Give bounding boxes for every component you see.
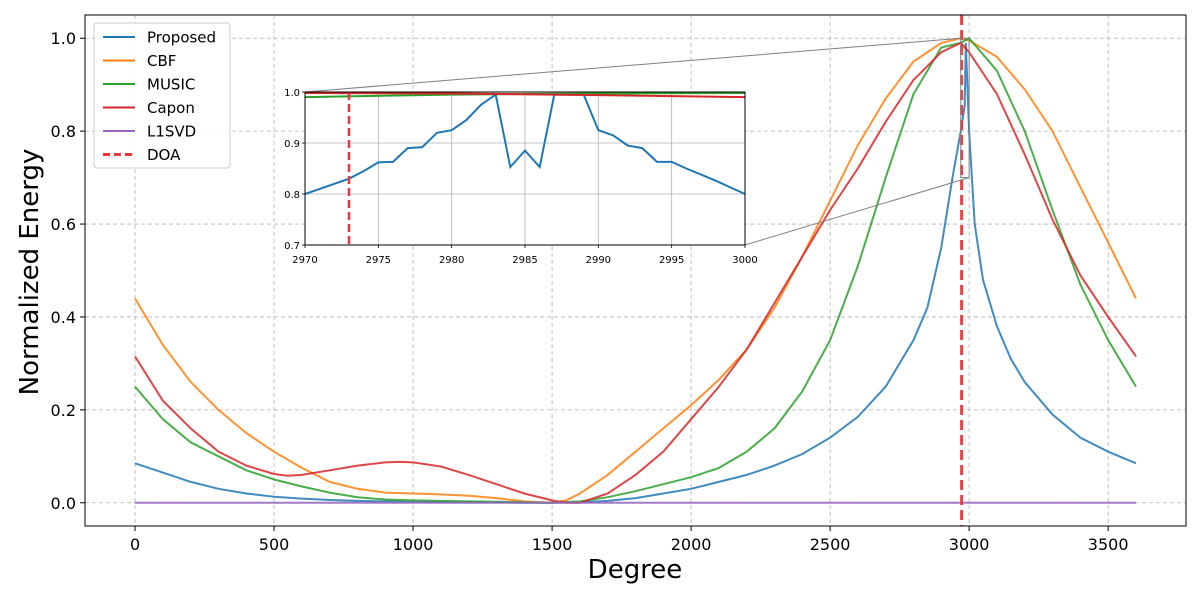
legend-label-doa: DOA (147, 146, 181, 164)
x-tick-label: 3500 (1088, 535, 1129, 554)
x-axis-label: Degree (588, 555, 683, 585)
zoom-connector (304, 37, 961, 93)
legend-label-proposed: Proposed (147, 29, 216, 47)
inset-x-tick-label: 2975 (366, 255, 391, 266)
inset-y-tick-label: 1.0 (284, 88, 300, 99)
main-plot-frame (84, 14, 1187, 527)
inset-frame (304, 91, 746, 246)
inset-zoom-plot: 2970 2975 2980 2985 2990 2995 3000 0.7 0.8 0.9 1.0 (284, 88, 758, 266)
inset-x-tick-label: 2985 (512, 255, 537, 266)
x-tick-label: 2500 (810, 535, 851, 554)
y-tick-label: 0.4 (51, 308, 76, 327)
zoom-connector-lines (304, 37, 970, 246)
inset-x-tick-label: 2995 (659, 255, 684, 266)
legend-label-l1svd: L1SVD (147, 123, 196, 141)
inset-series-line-capon (304, 92, 746, 99)
inset-series-line-proposed (304, 92, 746, 195)
y-tick-label: 0.0 (51, 494, 76, 513)
y-tick-label: 0.6 (51, 215, 76, 234)
inset-x-tick-label: 3000 (732, 255, 757, 266)
y-axis-label: Normalized Energy (15, 149, 45, 396)
y-tick-label: 1.0 (51, 29, 76, 48)
inset-y-tick-label: 0.9 (284, 139, 300, 150)
inset-x-tick-label: 2990 (586, 255, 611, 266)
x-tick-label: 500 (259, 535, 290, 554)
series-line-capon (134, 41, 1137, 504)
inset-y-tick-label: 0.7 (284, 241, 300, 252)
y-tick-label: 0.2 (51, 401, 76, 420)
legend-label-music: MUSIC (147, 76, 195, 94)
main-axis-ticks: 0 500 1000 1500 2000 2500 3000 3500 0.0 0.2 0.4 0.6… (51, 29, 1129, 554)
inset-x-tick-label: 2970 (292, 255, 317, 266)
zoom-connector (744, 177, 970, 246)
legend: Proposed CBF MUSIC Capon L1SVD DOA (93, 22, 231, 169)
x-tick-label: 0 (130, 535, 140, 554)
zoom-region-box (960, 37, 970, 179)
legend-label-capon: Capon (147, 99, 195, 117)
x-tick-label: 2000 (671, 535, 712, 554)
legend-label-cbf: CBF (147, 52, 176, 70)
inset-y-tick-label: 0.8 (284, 190, 300, 201)
main-plot-lines (134, 15, 1137, 526)
series-line-proposed (134, 42, 1137, 504)
inset-x-tick-label: 2980 (439, 255, 464, 266)
x-tick-label: 1000 (393, 535, 434, 554)
y-tick-label: 0.8 (51, 122, 76, 141)
x-tick-label: 1500 (532, 535, 573, 554)
x-tick-label: 3000 (949, 535, 990, 554)
series-line-music (134, 36, 1137, 504)
